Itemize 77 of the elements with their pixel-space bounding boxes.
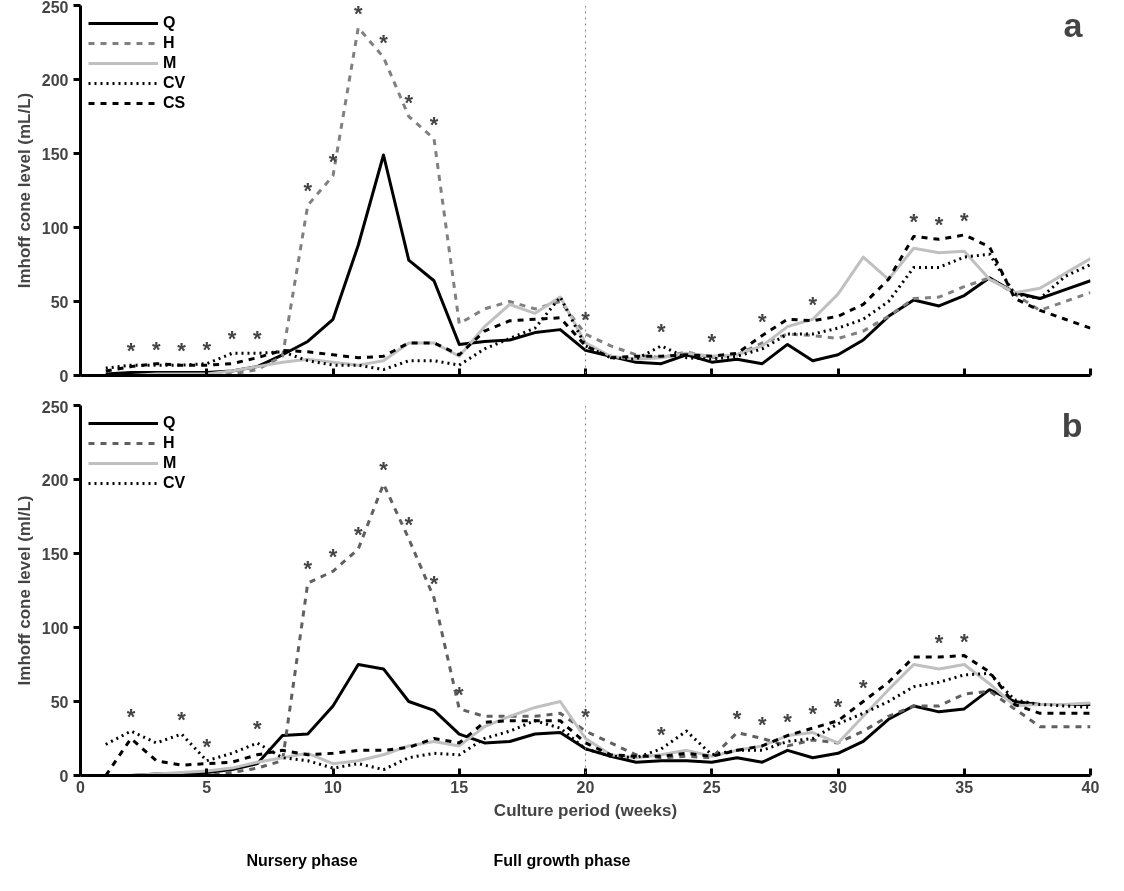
- x-tick-label: 20: [576, 778, 595, 796]
- y-axis-title: Imhoff cone level (mL/L): [14, 92, 34, 289]
- annotation: *: [581, 307, 591, 333]
- annotation: *: [429, 570, 439, 596]
- annotation: *: [934, 630, 944, 656]
- y-tick-label: 200: [41, 71, 69, 89]
- y-tick-label: 100: [41, 219, 69, 237]
- annotation: *: [656, 721, 666, 747]
- legend-label: H: [163, 33, 176, 53]
- annotation: *: [404, 511, 414, 537]
- annotation: *: [707, 329, 717, 355]
- annotation: *: [581, 704, 591, 730]
- annotation: *: [783, 708, 793, 734]
- legend-label: Q: [163, 413, 177, 433]
- annotation: *: [757, 308, 767, 334]
- annotation: *: [202, 336, 212, 362]
- annotation: *: [202, 733, 212, 759]
- annotation: *: [959, 207, 969, 233]
- legend-label: CS: [163, 93, 186, 113]
- annotation: *: [151, 336, 161, 362]
- legend-label: H: [163, 433, 176, 453]
- x-tick-label: 15: [450, 778, 469, 796]
- legend-label: CV: [163, 473, 186, 493]
- text: Nursery phase: [246, 851, 358, 871]
- annotation: *: [227, 326, 237, 352]
- y-tick-label: 150: [41, 145, 69, 163]
- y-tick-label: 50: [50, 693, 69, 711]
- annotation: *: [252, 715, 262, 741]
- chart-title: a: [1063, 5, 1084, 44]
- annotation: *: [656, 318, 666, 344]
- annotation: *: [934, 212, 944, 238]
- x-tick-label: 5: [202, 778, 212, 796]
- legend-label: CV: [163, 73, 186, 93]
- y-tick-label: 100: [41, 619, 69, 637]
- annotation: *: [353, 522, 363, 548]
- annotation: *: [858, 674, 868, 700]
- annotation: *: [404, 89, 414, 115]
- annotation: *: [177, 338, 187, 364]
- y-tick-label: 0: [59, 767, 69, 785]
- x-tick-label: 35: [955, 778, 974, 796]
- annotation: *: [909, 209, 919, 235]
- annotation: *: [808, 292, 818, 318]
- x-tick-label: 30: [829, 778, 847, 796]
- x-axis-title: Culture period (weeks): [493, 800, 678, 820]
- annotation: *: [757, 711, 767, 737]
- annotation: *: [126, 704, 136, 730]
- annotation: *: [808, 701, 818, 727]
- x-tick-label: 0: [76, 778, 86, 796]
- annotation: *: [959, 628, 969, 654]
- annotation: *: [833, 693, 843, 719]
- y-tick-label: 0: [59, 367, 69, 385]
- x-tick-label: 25: [702, 778, 721, 796]
- annotation: *: [126, 338, 136, 364]
- annotation: *: [429, 111, 439, 137]
- chart-title: b: [1061, 405, 1083, 444]
- legend-label: M: [163, 53, 178, 73]
- annotation: *: [732, 705, 742, 731]
- y-tick-label: 200: [41, 471, 69, 489]
- y-tick-label: 250: [41, 0, 69, 16]
- annotation: *: [177, 707, 187, 733]
- annotation: *: [379, 30, 389, 56]
- y-tick-label: 50: [50, 293, 69, 311]
- annotation: *: [328, 148, 338, 174]
- annotation: *: [303, 556, 313, 582]
- legend-label: Q: [163, 13, 177, 33]
- x-tick-label: 40: [1081, 778, 1100, 796]
- y-tick-label: 250: [41, 398, 69, 416]
- annotation: *: [328, 544, 338, 570]
- y-tick-label: 150: [41, 545, 69, 563]
- legend-label: M: [163, 453, 178, 473]
- text: Full growth phase: [493, 851, 631, 871]
- annotation: *: [379, 456, 389, 482]
- annotation: *: [303, 178, 313, 204]
- annotation: *: [252, 326, 262, 352]
- y-axis-title: Imhoff cone level (ml/L): [14, 495, 34, 686]
- x-tick-label: 10: [324, 778, 342, 796]
- annotation: *: [353, 0, 363, 26]
